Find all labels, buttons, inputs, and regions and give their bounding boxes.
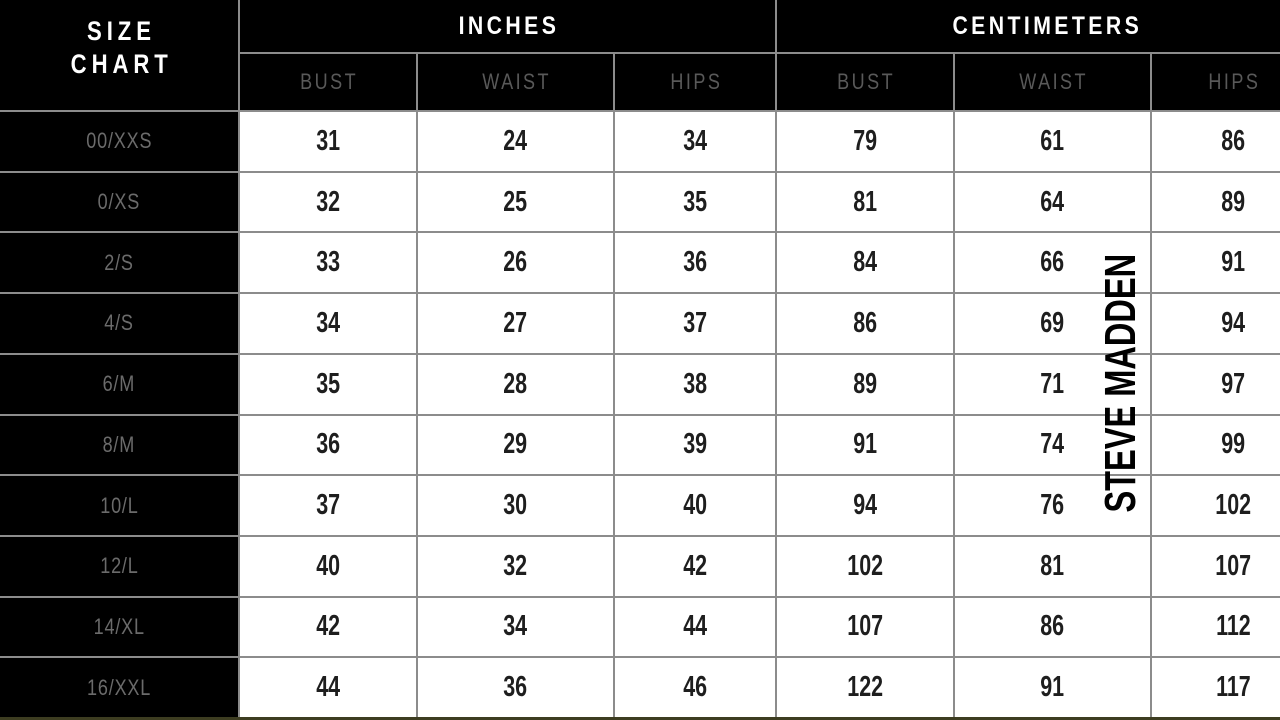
waist-cm-value: 74 bbox=[955, 415, 1150, 475]
size-label: 16/XXL bbox=[0, 658, 238, 717]
column-header-bust-centimeters: BUST bbox=[777, 54, 953, 110]
hips-cm-value: 99 bbox=[1152, 415, 1280, 475]
waist-inches-value: 28 bbox=[418, 354, 613, 414]
hips-inches-value: 36 bbox=[615, 233, 775, 293]
bust-cm-value: 107 bbox=[777, 597, 953, 657]
table-corner-title: SIZE CHART bbox=[0, 0, 238, 110]
size-label: 12/L bbox=[0, 536, 238, 596]
size-label: 10/L bbox=[0, 476, 238, 535]
bust-cm-value: 79 bbox=[777, 112, 953, 171]
hips-inches-value: 42 bbox=[615, 536, 775, 596]
column-header-hips-inches: HIPS bbox=[615, 54, 775, 110]
waist-cm-value: 61 bbox=[955, 112, 1150, 171]
inches-group-label: INCHES bbox=[458, 11, 560, 40]
waist-inches-value: 29 bbox=[418, 415, 613, 475]
column-group-centimeters: CENTIMETERS bbox=[777, 0, 1280, 52]
bust-cm-value: 91 bbox=[777, 415, 953, 475]
waist-inches-value: 34 bbox=[418, 597, 613, 657]
bust-inches-value: 44 bbox=[240, 658, 416, 717]
bust-cm-value: 84 bbox=[777, 233, 953, 293]
waist-inches-value: 30 bbox=[418, 476, 613, 535]
hips-inches-value: 35 bbox=[615, 172, 775, 232]
waist-inches-value: 24 bbox=[418, 112, 613, 171]
corner-title-line1: SIZE bbox=[87, 16, 156, 46]
hips-inches-value: 37 bbox=[615, 294, 775, 353]
hips-cm-value: 102 bbox=[1152, 476, 1280, 535]
centimeters-group-label: CENTIMETERS bbox=[952, 11, 1143, 40]
size-label: 6/M bbox=[0, 354, 238, 414]
hips-inches-value: 44 bbox=[615, 597, 775, 657]
size-label: 2/S bbox=[0, 233, 238, 293]
hips-cm-value: 94 bbox=[1152, 294, 1280, 353]
column-header-bust-inches: BUST bbox=[240, 54, 416, 110]
bust-cm-value: 122 bbox=[777, 658, 953, 717]
hips-inches-value: 38 bbox=[615, 354, 775, 414]
waist-cm-value: 76 bbox=[955, 476, 1150, 535]
waist-inches-value: 25 bbox=[418, 172, 613, 232]
bust-cm-value: 86 bbox=[777, 294, 953, 353]
waist-cm-value: 66 bbox=[955, 233, 1150, 293]
hips-cm-value: 107 bbox=[1152, 536, 1280, 596]
bust-inches-value: 36 bbox=[240, 415, 416, 475]
bust-inches-value: 33 bbox=[240, 233, 416, 293]
column-header-waist-centimeters: WAIST bbox=[955, 54, 1150, 110]
hips-cm-value: 91 bbox=[1152, 233, 1280, 293]
column-header-waist-inches: WAIST bbox=[418, 54, 613, 110]
size-label: 0/XS bbox=[0, 172, 238, 232]
size-label: 8/M bbox=[0, 415, 238, 475]
column-group-inches: INCHES bbox=[240, 0, 775, 52]
waist-inches-value: 32 bbox=[418, 536, 613, 596]
size-label: 4/S bbox=[0, 294, 238, 353]
hips-cm-value: 97 bbox=[1152, 354, 1280, 414]
hips-cm-value: 89 bbox=[1152, 172, 1280, 232]
size-label: 00/XXS bbox=[0, 112, 238, 171]
hips-inches-value: 34 bbox=[615, 112, 775, 171]
bust-cm-value: 81 bbox=[777, 172, 953, 232]
bust-cm-value: 89 bbox=[777, 354, 953, 414]
bust-cm-value: 94 bbox=[777, 476, 953, 535]
corner-title-line2: CHART bbox=[70, 49, 173, 79]
hips-inches-value: 46 bbox=[615, 658, 775, 717]
hips-inches-value: 39 bbox=[615, 415, 775, 475]
waist-inches-value: 27 bbox=[418, 294, 613, 353]
waist-cm-value: 69 bbox=[955, 294, 1150, 353]
size-label: 14/XL bbox=[0, 597, 238, 657]
bust-inches-value: 37 bbox=[240, 476, 416, 535]
waist-cm-value: 86 bbox=[955, 597, 1150, 657]
bust-inches-value: 35 bbox=[240, 354, 416, 414]
waist-inches-value: 36 bbox=[418, 658, 613, 717]
bust-cm-value: 102 bbox=[777, 536, 953, 596]
bust-inches-value: 31 bbox=[240, 112, 416, 171]
hips-inches-value: 40 bbox=[615, 476, 775, 535]
waist-cm-value: 64 bbox=[955, 172, 1150, 232]
waist-cm-value: 71 bbox=[955, 354, 1150, 414]
hips-cm-value: 112 bbox=[1152, 597, 1280, 657]
column-header-hips-centimeters: HIPS bbox=[1152, 54, 1280, 110]
hips-cm-value: 86 bbox=[1152, 112, 1280, 171]
waist-cm-value: 91 bbox=[955, 658, 1150, 717]
bust-inches-value: 32 bbox=[240, 172, 416, 232]
bust-inches-value: 34 bbox=[240, 294, 416, 353]
hips-cm-value: 117 bbox=[1152, 658, 1280, 717]
bust-inches-value: 40 bbox=[240, 536, 416, 596]
bust-inches-value: 42 bbox=[240, 597, 416, 657]
waist-cm-value: 81 bbox=[955, 536, 1150, 596]
waist-inches-value: 26 bbox=[418, 233, 613, 293]
